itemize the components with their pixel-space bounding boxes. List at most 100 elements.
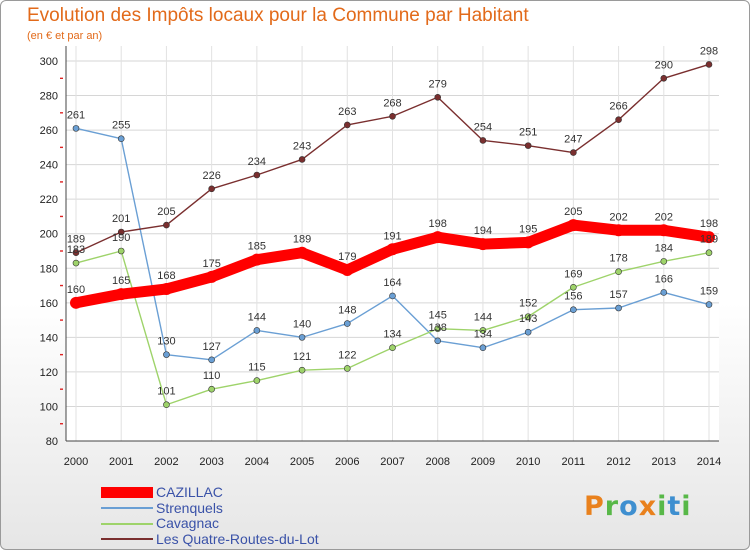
data-point-les-quatre-routes-du-lot	[479, 137, 487, 144]
data-label-cazillac: 189	[293, 234, 311, 246]
data-point-les-quatre-routes-du-lot	[298, 156, 306, 163]
y-tick-label-160: 160	[40, 298, 58, 310]
data-point-cazillac	[567, 219, 580, 232]
data-label-strenquels: 255	[112, 120, 130, 132]
data-label-les-quatre-routes-du-lot: 205	[157, 206, 175, 218]
data-label-cazillac: 198	[429, 218, 447, 230]
logo-letter: P	[584, 491, 605, 522]
x-tick-label-2009: 2009	[471, 456, 495, 468]
y-tick-label-180: 180	[40, 263, 58, 275]
data-point-cazillac	[612, 224, 625, 237]
data-label-les-quatre-routes-du-lot: 234	[248, 156, 266, 168]
proxiti-logo: Proxiti	[584, 491, 692, 522]
data-point-cazillac	[386, 243, 399, 256]
data-point-strenquels	[298, 334, 306, 341]
data-point-strenquels	[434, 337, 442, 345]
data-label-cavagnac: 110	[203, 370, 221, 382]
data-label-cavagnac: 145	[429, 310, 447, 322]
data-point-cavagnac	[660, 258, 668, 265]
data-point-cavagnac	[163, 401, 170, 409]
data-point-strenquels	[208, 356, 215, 364]
y-tick-label-120: 120	[40, 367, 58, 379]
data-point-les-quatre-routes-du-lot	[72, 249, 80, 257]
data-label-les-quatre-routes-du-lot: 279	[429, 78, 447, 90]
data-label-cavagnac: 152	[519, 298, 537, 310]
data-label-les-quatre-routes-du-lot: 251	[519, 127, 537, 139]
data-label-cazillac: 175	[202, 258, 220, 270]
data-label-strenquels: 159	[700, 286, 718, 298]
data-point-cazillac	[431, 231, 444, 244]
legend-label-cavagnac: Cavagnac	[156, 515, 220, 531]
data-label-les-quatre-routes-du-lot: 263	[338, 106, 356, 118]
y-tick-label-260: 260	[40, 125, 58, 137]
data-point-les-quatre-routes-du-lot	[208, 185, 215, 193]
data-label-les-quatre-routes-du-lot: 268	[383, 97, 401, 109]
data-label-strenquels: 261	[67, 109, 85, 121]
data-label-cazillac: 165	[112, 275, 130, 287]
x-tick-label-2000: 2000	[64, 456, 88, 468]
data-point-strenquels	[163, 351, 170, 358]
data-point-cavagnac	[615, 268, 622, 276]
data-point-cazillac	[341, 264, 354, 276]
data-point-cavagnac	[479, 327, 487, 334]
y-tick-label-280: 280	[40, 91, 58, 103]
data-label-les-quatre-routes-du-lot: 226	[202, 170, 220, 182]
x-tick-label-2003: 2003	[199, 456, 223, 468]
data-point-cavagnac	[117, 247, 125, 255]
data-label-strenquels: 127	[202, 341, 220, 353]
data-point-cazillac	[250, 253, 263, 266]
data-label-cavagnac: 169	[564, 268, 582, 280]
data-point-les-quatre-routes-du-lot	[615, 116, 622, 124]
x-tick-label-2014: 2014	[697, 456, 721, 468]
data-point-cavagnac	[343, 365, 351, 372]
data-point-cazillac	[703, 231, 715, 244]
data-point-cavagnac	[72, 259, 80, 267]
x-tick-label-2005: 2005	[290, 456, 314, 468]
data-point-strenquels	[660, 289, 668, 296]
data-point-les-quatre-routes-du-lot	[705, 61, 713, 68]
data-point-strenquels	[705, 301, 713, 308]
data-point-cazillac	[522, 236, 535, 249]
data-point-les-quatre-routes-du-lot	[570, 149, 577, 156]
legend-swatch-strenquels	[101, 507, 153, 510]
legend-label-les-quatre-routes-du-lot: Les Quatre-Routes-du-Lot	[156, 530, 319, 547]
data-label-cazillac: 205	[564, 206, 582, 218]
series-cavagnac	[72, 247, 713, 409]
data-label-strenquels: 134	[474, 329, 492, 341]
data-label-cazillac: 195	[519, 223, 537, 235]
x-tick-label-2010: 2010	[516, 456, 540, 468]
data-label-cazillac: 191	[383, 230, 401, 242]
x-tick-label-2008: 2008	[425, 456, 449, 468]
data-point-cavagnac	[705, 249, 713, 257]
y-tick-label-220: 220	[40, 194, 58, 206]
data-point-cavagnac	[524, 313, 532, 320]
data-label-cazillac: 202	[655, 211, 673, 223]
data-label-cavagnac: 121	[293, 351, 311, 363]
series-strenquels	[72, 125, 713, 364]
data-label-les-quatre-routes-du-lot: 290	[655, 59, 673, 71]
logo-letter: i	[681, 491, 692, 522]
data-label-les-quatre-routes-du-lot: 254	[474, 121, 492, 133]
data-point-cavagnac	[389, 344, 396, 352]
data-label-les-quatre-routes-du-lot: 247	[564, 134, 582, 146]
x-tick-label-2011: 2011	[562, 456, 586, 468]
x-tick-label-2002: 2002	[154, 456, 178, 468]
logo-letter: o	[619, 491, 639, 522]
data-point-cavagnac	[253, 377, 261, 384]
legend-swatch-les-quatre-routes-du-lot	[101, 538, 153, 541]
y-tick-label-100: 100	[40, 401, 58, 413]
data-point-les-quatre-routes-du-lot	[434, 93, 442, 101]
data-label-cazillac: 198	[700, 218, 718, 230]
data-point-strenquels	[72, 125, 80, 132]
data-label-cavagnac: 183	[67, 244, 85, 256]
data-point-strenquels	[570, 306, 577, 314]
series-les-quatre-routes-du-lot	[72, 61, 713, 257]
data-label-cavagnac: 122	[338, 349, 356, 361]
x-tick-label-2006: 2006	[335, 456, 359, 468]
data-label-les-quatre-routes-du-lot: 243	[293, 140, 311, 152]
data-label-les-quatre-routes-du-lot: 266	[609, 101, 627, 113]
y-tick-label-80: 80	[46, 436, 58, 448]
data-point-strenquels	[343, 320, 351, 327]
data-label-cazillac: 194	[474, 225, 492, 237]
data-point-les-quatre-routes-du-lot	[389, 112, 396, 120]
